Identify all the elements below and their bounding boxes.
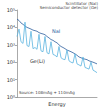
svg-text:Energy: Energy xyxy=(48,101,66,108)
svg-text:10²: 10² xyxy=(7,59,15,65)
svg-text:Ge(Li): Ge(Li) xyxy=(30,58,45,64)
svg-text:10¹: 10¹ xyxy=(7,77,15,83)
svg-text:10⁵: 10⁵ xyxy=(7,7,15,13)
svg-text:10⁴: 10⁴ xyxy=(7,24,15,30)
svg-text:Scintillator (NaI): Scintillator (NaI) xyxy=(65,0,98,6)
svg-text:10³: 10³ xyxy=(7,42,15,48)
svg-text:10⁰: 10⁰ xyxy=(7,94,15,100)
svg-text:NaI: NaI xyxy=(52,28,60,34)
svg-text:Semiconductor detector (Ge): Semiconductor detector (Ge) xyxy=(40,5,99,10)
svg-text:Source: 108mAg + 110mAg: Source: 108mAg + 110mAg xyxy=(19,90,75,95)
